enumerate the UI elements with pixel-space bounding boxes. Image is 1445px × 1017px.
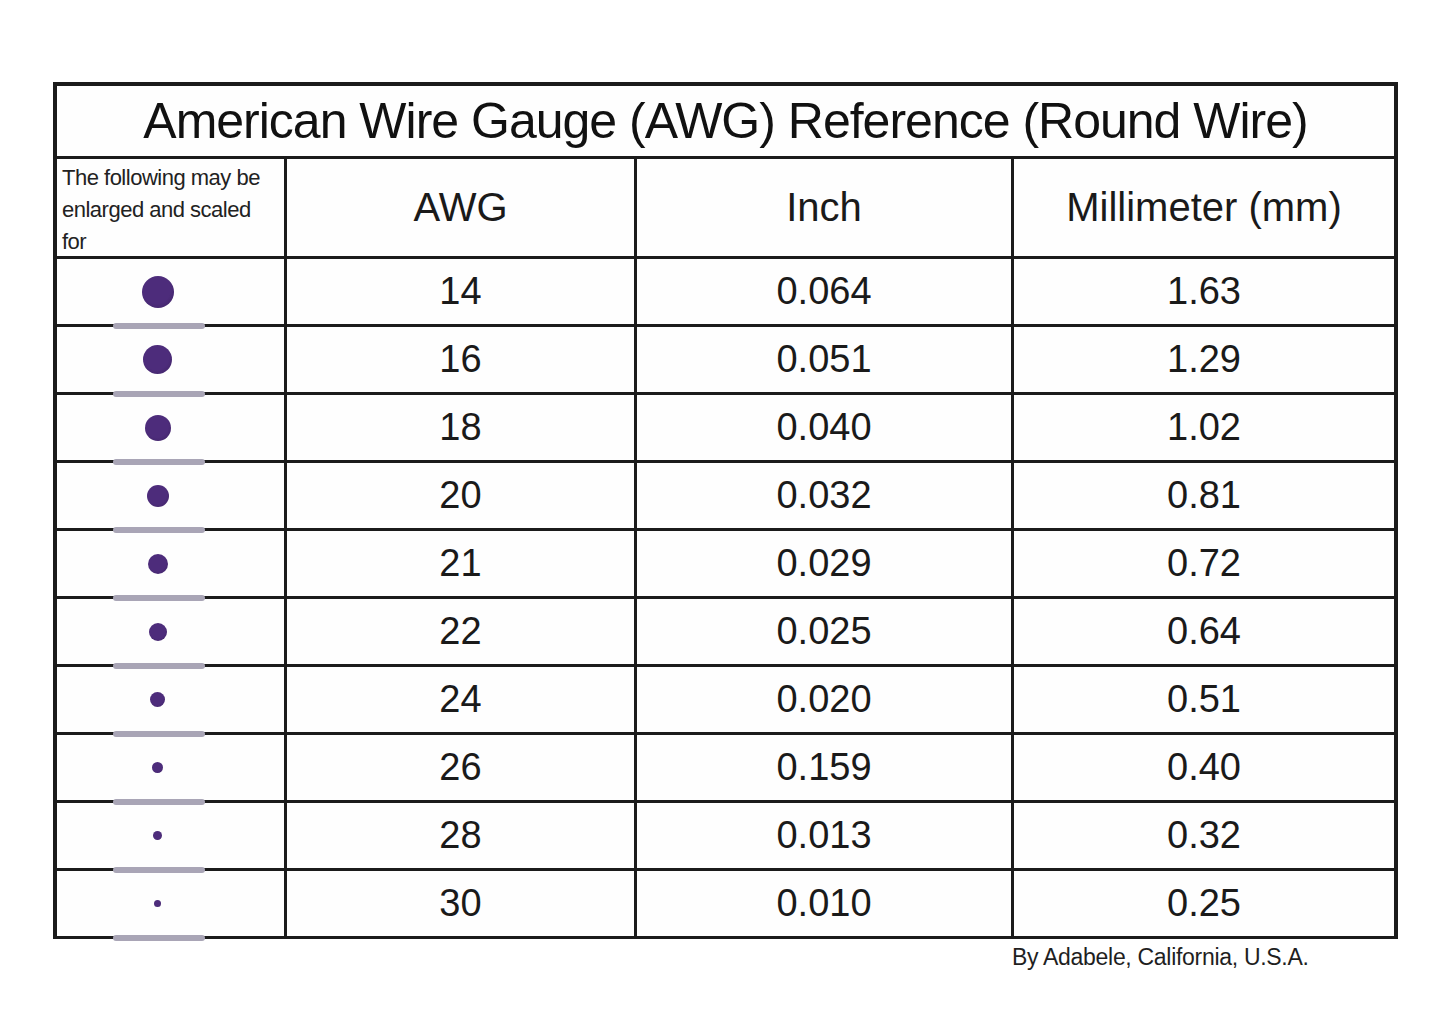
inch-value-cell: 0.013 [637, 800, 1014, 868]
scale-note: The following may be enlarged and scaled… [57, 159, 287, 256]
wire-dot-icon [154, 900, 161, 907]
dot-scale-divider [113, 459, 205, 465]
dot-scale-divider [113, 323, 205, 329]
mm-value-cell: 0.72 [1014, 528, 1394, 596]
credit-text: By Adabele, California, U.S.A. [1012, 944, 1309, 971]
wire-size-dot-cell [57, 392, 287, 460]
wire-size-dot-cell [57, 324, 287, 392]
dot-scale-divider [113, 663, 205, 669]
mm-value-cell: 1.29 [1014, 324, 1394, 392]
scale-note-line: enlarged and scaled for [62, 194, 280, 258]
dot-scale-divider [113, 867, 205, 873]
wire-size-dot-cell [57, 256, 287, 324]
inch-value-cell: 0.159 [637, 732, 1014, 800]
awg-reference-table: American Wire Gauge (AWG) Reference (Rou… [53, 82, 1398, 939]
inch-value-cell: 0.010 [637, 868, 1014, 936]
table-title: American Wire Gauge (AWG) Reference (Rou… [57, 86, 1394, 159]
mm-value-cell: 1.63 [1014, 256, 1394, 324]
column-header-millimeter: Millimeter (mm) [1014, 159, 1394, 256]
wire-dot-icon [148, 554, 168, 574]
inch-value-cell: 0.020 [637, 664, 1014, 732]
wire-size-dot-cell [57, 596, 287, 664]
awg-value-cell: 21 [287, 528, 637, 596]
mm-value-cell: 0.25 [1014, 868, 1394, 936]
dot-scale-divider [113, 595, 205, 601]
wire-dot-icon [153, 831, 162, 840]
wire-size-dot-cell [57, 732, 287, 800]
awg-value-cell: 26 [287, 732, 637, 800]
awg-value-cell: 30 [287, 868, 637, 936]
column-header-awg: AWG [287, 159, 637, 256]
scale-note-line: The following may be [62, 162, 260, 194]
awg-value-cell: 20 [287, 460, 637, 528]
mm-value-cell: 0.40 [1014, 732, 1394, 800]
dot-scale-divider [113, 527, 205, 533]
inch-value-cell: 0.032 [637, 460, 1014, 528]
table-grid: The following may be enlarged and scaled… [57, 159, 1394, 936]
wire-size-dot-cell [57, 800, 287, 868]
wire-size-dot-cell [57, 664, 287, 732]
wire-size-dot-cell [57, 868, 287, 936]
mm-value-cell: 0.81 [1014, 460, 1394, 528]
wire-dot-icon [149, 623, 167, 641]
awg-value-cell: 22 [287, 596, 637, 664]
awg-value-cell: 14 [287, 256, 637, 324]
mm-value-cell: 0.64 [1014, 596, 1394, 664]
mm-value-cell: 1.02 [1014, 392, 1394, 460]
page: American Wire Gauge (AWG) Reference (Rou… [0, 0, 1445, 1017]
column-header-inch: Inch [637, 159, 1014, 256]
wire-dot-icon [150, 692, 165, 707]
wire-dot-icon [143, 345, 172, 374]
wire-size-dot-cell [57, 528, 287, 596]
inch-value-cell: 0.051 [637, 324, 1014, 392]
wire-dot-icon [147, 485, 169, 507]
inch-value-cell: 0.025 [637, 596, 1014, 664]
dot-scale-divider [113, 799, 205, 805]
wire-size-dot-cell [57, 460, 287, 528]
wire-dot-icon [142, 276, 174, 308]
inch-value-cell: 0.040 [637, 392, 1014, 460]
wire-dot-icon [145, 415, 171, 441]
dot-scale-divider [113, 391, 205, 397]
awg-value-cell: 28 [287, 800, 637, 868]
mm-value-cell: 0.32 [1014, 800, 1394, 868]
inch-value-cell: 0.064 [637, 256, 1014, 324]
mm-value-cell: 0.51 [1014, 664, 1394, 732]
awg-value-cell: 24 [287, 664, 637, 732]
awg-value-cell: 18 [287, 392, 637, 460]
dot-scale-divider [113, 935, 205, 941]
inch-value-cell: 0.029 [637, 528, 1014, 596]
awg-value-cell: 16 [287, 324, 637, 392]
dot-scale-divider [113, 731, 205, 737]
wire-dot-icon [152, 762, 163, 773]
